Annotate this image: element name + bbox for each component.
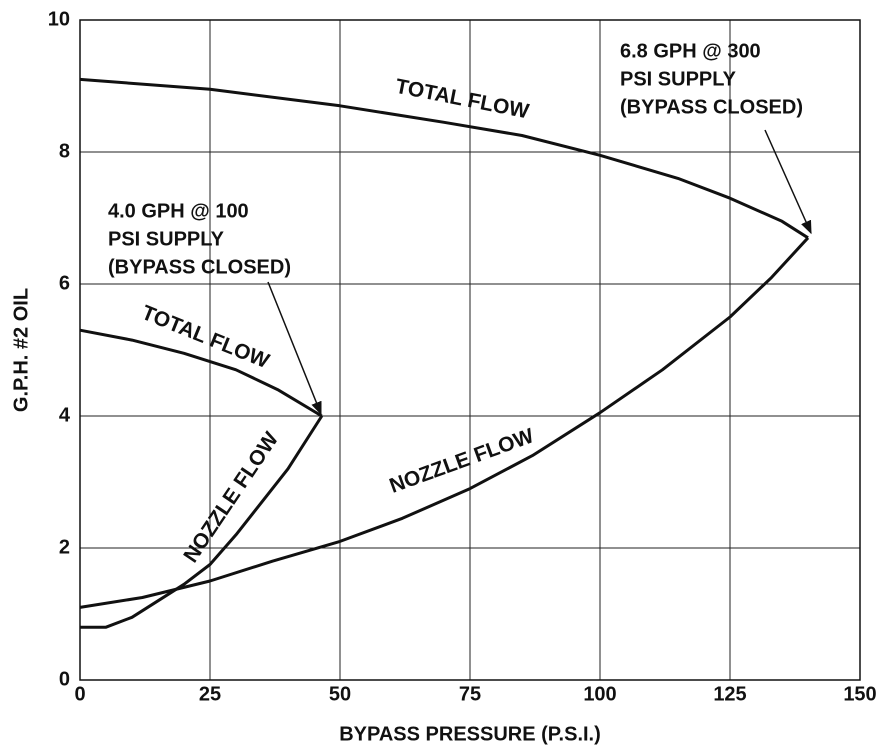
curve-label: TOTAL FLOW: [394, 75, 531, 123]
line-series: [79, 77, 809, 240]
arrow: [764, 129, 812, 235]
y-tick-label: 10: [48, 8, 70, 30]
x-tick-label: 50: [329, 683, 351, 705]
x-tick-label: 75: [459, 683, 481, 705]
curve-label: NOZZLE FLOW: [179, 428, 283, 567]
annotation: (BYPASS CLOSED): [108, 256, 291, 278]
x-tick-label: 0: [74, 683, 85, 705]
annotation: PSI SUPPLY: [620, 68, 737, 90]
grid: [79, 19, 861, 681]
x-tick-label: 25: [199, 683, 221, 705]
annotation: 4.0 GPH @ 100: [108, 200, 249, 222]
line-series: [79, 236, 810, 609]
x-tick-label: 125: [713, 683, 746, 705]
arrow: [267, 281, 322, 416]
y-axis-title: G.P.H. #2 OIL: [10, 288, 32, 412]
annotation: 6.8 GPH @ 300: [620, 40, 761, 62]
y-tick-label: 0: [59, 668, 70, 690]
y-tick-label: 2: [59, 536, 70, 558]
x-axis-title: BYPASS PRESSURE (P.S.I.): [339, 723, 601, 745]
curve-label: NOZZLE FLOW: [386, 424, 537, 498]
y-tick-label: 6: [59, 272, 70, 294]
x-tick-label: 150: [843, 683, 876, 705]
y-tick-label: 8: [59, 140, 70, 162]
curve-label: TOTAL FLOW: [138, 301, 272, 373]
line-series: [80, 415, 324, 629]
plot-frame: [79, 19, 861, 681]
y-tick-label: 4: [59, 404, 71, 426]
annotation: (BYPASS CLOSED): [620, 96, 803, 118]
line-series: [79, 328, 323, 418]
x-tick-label: 100: [583, 683, 616, 705]
annotation: PSI SUPPLY: [108, 228, 225, 250]
